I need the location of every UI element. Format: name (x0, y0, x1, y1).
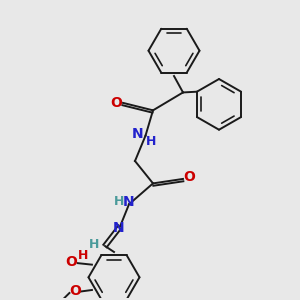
Text: H: H (114, 195, 124, 208)
Text: O: O (65, 255, 77, 269)
Text: H: H (146, 135, 156, 148)
Text: O: O (69, 284, 81, 298)
Text: O: O (110, 96, 122, 110)
Text: N: N (113, 221, 124, 235)
Text: O: O (184, 170, 196, 184)
Text: N: N (131, 127, 143, 141)
Text: H: H (89, 238, 100, 251)
Text: H: H (78, 249, 88, 262)
Text: N: N (123, 195, 135, 209)
